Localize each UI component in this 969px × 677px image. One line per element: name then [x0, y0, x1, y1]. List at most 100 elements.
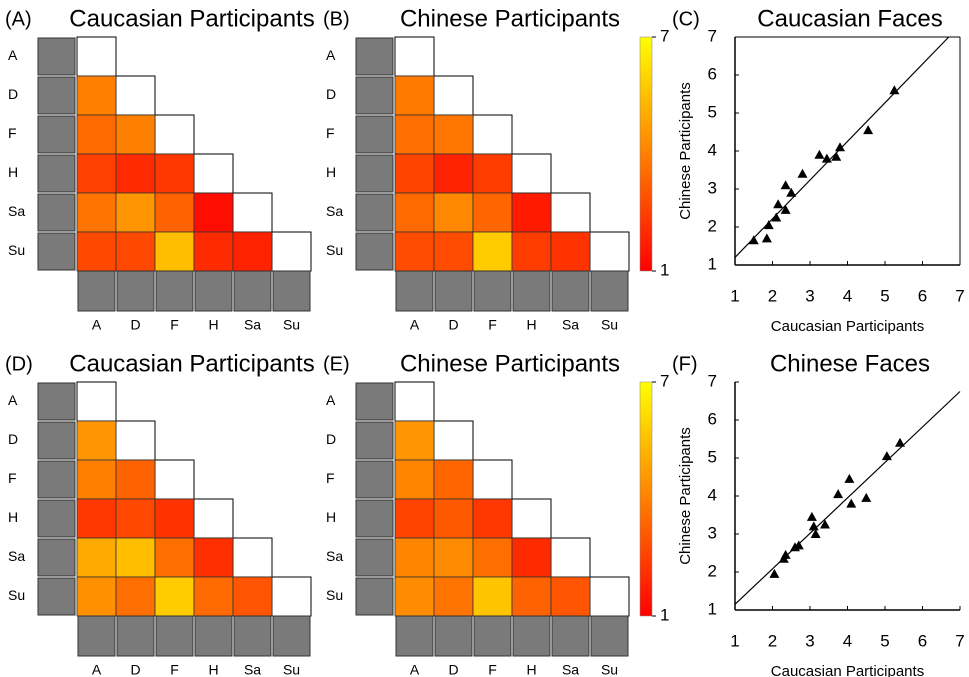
heat-cell: [116, 460, 155, 499]
face-image: [117, 271, 154, 311]
col-label: H: [208, 662, 218, 677]
row-label: H: [8, 164, 18, 180]
face-image: [513, 271, 550, 311]
y-tick-label: 2: [708, 561, 717, 580]
col-label: Sa: [562, 662, 579, 677]
face-image: [474, 271, 511, 311]
heat-cell: [155, 232, 194, 271]
col-label: Su: [283, 317, 300, 333]
point: [820, 520, 830, 529]
colorbar-tick-label: 1: [660, 605, 669, 624]
face-image: [234, 271, 271, 311]
heat-cell: [233, 577, 272, 616]
chart-title: Caucasian Participants: [69, 5, 314, 32]
heat-cell: [155, 193, 194, 232]
y-axis-label: Chinese Participants: [677, 427, 694, 565]
face-image: [273, 616, 310, 656]
row-label: Su: [326, 242, 343, 258]
col-label: H: [526, 662, 536, 677]
heat-cell: [116, 499, 155, 538]
row-label: D: [8, 431, 18, 447]
heat-cell: [473, 232, 512, 271]
diagonal-cell: [512, 499, 551, 538]
chart-title: Chinese Participants: [400, 5, 620, 32]
x-tick-label: 6: [918, 286, 927, 305]
x-tick-label: 5: [880, 286, 889, 305]
x-axis-label: Caucasian Participants: [771, 318, 924, 335]
heat-cell: [116, 538, 155, 577]
diagonal-cell: [77, 37, 116, 76]
face-image: [38, 461, 75, 498]
col-label: D: [130, 662, 140, 677]
point: [882, 451, 892, 460]
panel-label: (B): [323, 8, 350, 30]
chart-title: Caucasian Faces: [757, 5, 942, 32]
row-label: F: [8, 125, 17, 141]
row-label: Sa: [8, 203, 25, 219]
heat-cell: [155, 538, 194, 577]
panel-label: (E): [323, 353, 350, 375]
point: [814, 150, 824, 159]
x-tick-label: 1: [730, 286, 739, 305]
heat-cell: [116, 193, 155, 232]
x-tick-label: 4: [843, 286, 852, 305]
face-image: [38, 116, 75, 153]
diagonal-cell: [551, 193, 590, 232]
heat-cell: [512, 577, 551, 616]
y-tick-label: 4: [708, 140, 717, 159]
point: [749, 235, 759, 244]
face-image: [356, 38, 393, 75]
face-image: [273, 271, 310, 311]
heat-cell: [395, 193, 434, 232]
point: [835, 142, 845, 151]
row-label: F: [326, 125, 335, 141]
heat-cell: [434, 499, 473, 538]
diagonal-cell: [194, 499, 233, 538]
y-axis-label: Chinese Participants: [677, 82, 694, 220]
point: [762, 233, 772, 242]
point: [807, 512, 817, 521]
face-image: [356, 539, 393, 576]
face-image: [591, 616, 628, 656]
heat-cell: [551, 577, 590, 616]
face-image: [396, 616, 433, 656]
diagonal-cell: [155, 460, 194, 499]
face-image: [356, 194, 393, 231]
x-tick-label: 1: [730, 631, 739, 650]
heat-cell: [77, 232, 116, 271]
x-tick-label: 6: [918, 631, 927, 650]
diagonal-cell: [272, 577, 311, 616]
heat-cell: [116, 115, 155, 154]
col-label: A: [410, 317, 420, 333]
face-image: [513, 616, 550, 656]
x-tick-label: 5: [880, 631, 889, 650]
col-label: A: [92, 662, 102, 677]
face-image: [38, 500, 75, 537]
row-label: H: [326, 164, 336, 180]
diagonal-cell: [233, 538, 272, 577]
face-image: [435, 616, 472, 656]
x-tick-label: 7: [955, 631, 964, 650]
y-tick-label: 3: [708, 178, 717, 197]
heat-cell: [395, 538, 434, 577]
point: [861, 493, 871, 502]
diagonal-cell: [473, 460, 512, 499]
heat-cell: [77, 499, 116, 538]
col-label: Su: [601, 662, 618, 677]
row-label: A: [8, 47, 18, 63]
heat-cell: [395, 76, 434, 115]
x-tick-label: 7: [955, 286, 964, 305]
heat-cell: [395, 421, 434, 460]
row-label: Su: [8, 587, 25, 603]
heat-cell: [395, 499, 434, 538]
chart-title: Chinese Participants: [400, 350, 620, 377]
row-label: A: [326, 47, 336, 63]
y-tick-label: 1: [708, 254, 717, 273]
face-image: [117, 616, 154, 656]
fit-line: [735, 392, 960, 605]
col-label: A: [92, 317, 102, 333]
col-label: A: [410, 662, 420, 677]
heat-cell: [395, 154, 434, 193]
heat-cell: [116, 577, 155, 616]
colorbar-tick-label: 1: [660, 260, 669, 279]
